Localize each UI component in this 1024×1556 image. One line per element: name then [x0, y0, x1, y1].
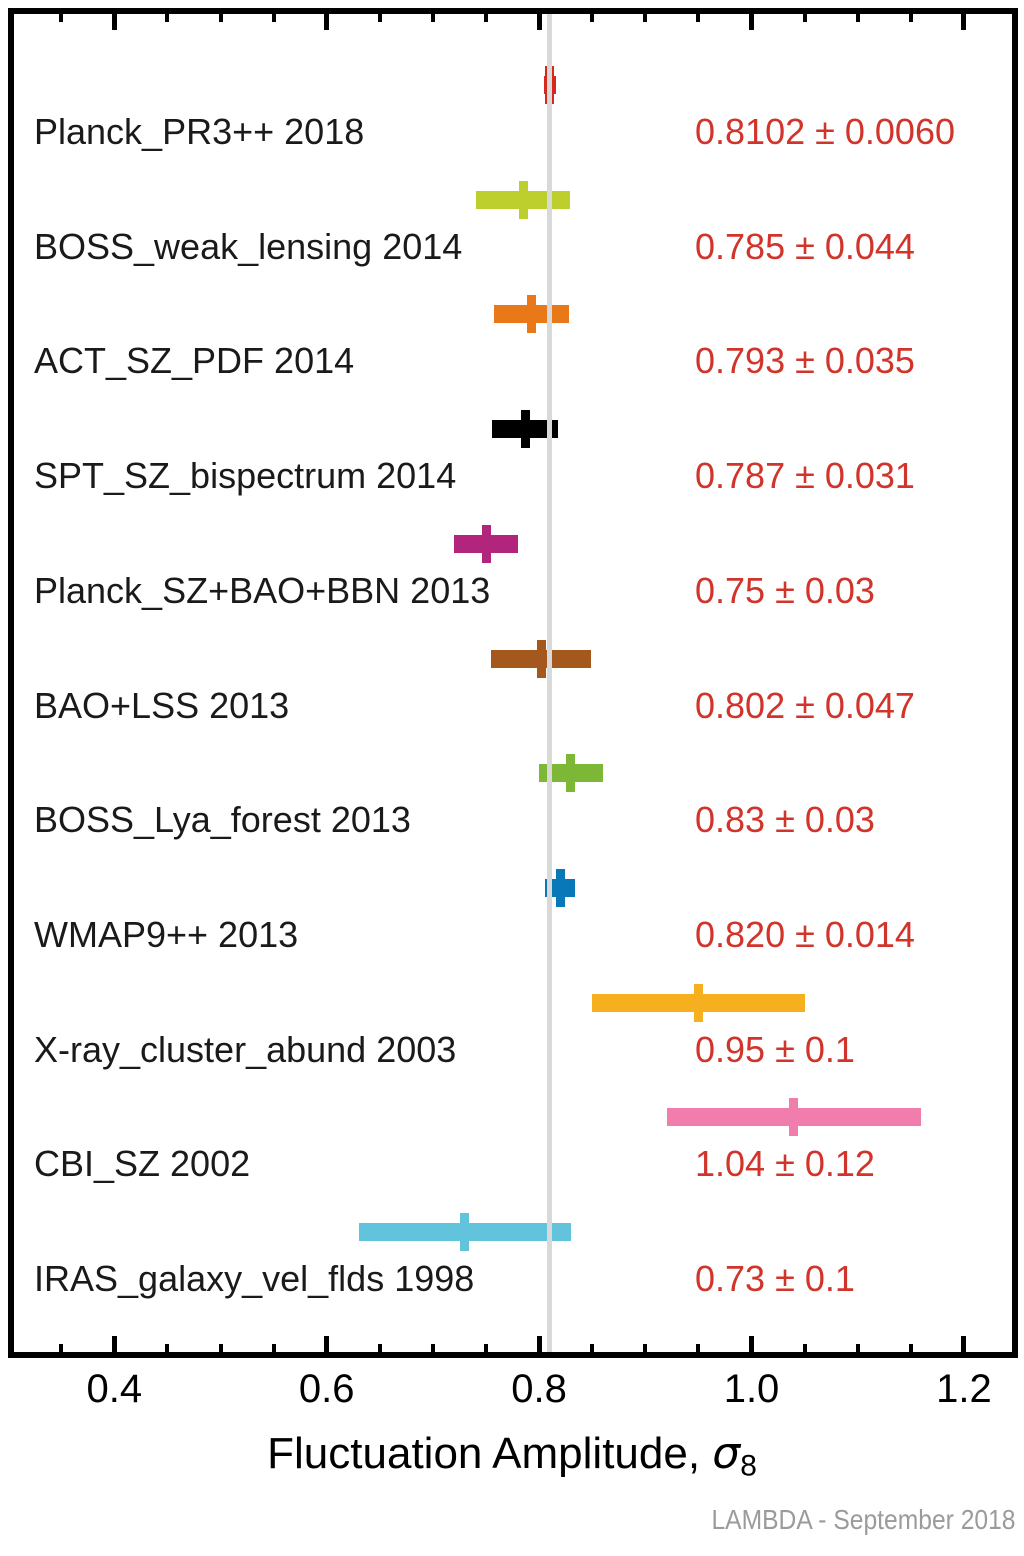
x-axis-tick-minor [271, 1344, 276, 1352]
x-axis-tick-major [749, 14, 754, 30]
measurement-value: 0.8102 ± 0.0060 [695, 111, 955, 152]
measurement-value: 1.04 ± 0.12 [695, 1143, 875, 1185]
measurement-value: 0.820 ± 0.014 [695, 913, 915, 955]
measurement-label: Planck_PR3++ 2018 [34, 111, 365, 152]
x-axis-tick-major [536, 1336, 542, 1352]
x-axis-tick-major [111, 1336, 117, 1352]
x-axis-title-text: Fluctuation Amplitude, [267, 1429, 713, 1478]
measurement-value: 0.75 ± 0.03 [695, 569, 875, 611]
error-bar-center-tick [518, 180, 528, 219]
sigma-subscript: 8 [740, 1449, 757, 1483]
error-bar-center-tick [536, 639, 546, 678]
error-bar-center-tick [460, 1213, 470, 1251]
measurement-label: Planck_SZ+BAO+BBN 2013 [34, 569, 491, 611]
x-axis-tick-minor [218, 14, 223, 22]
measurement-label: BAO+LSS 2013 [34, 684, 290, 726]
x-axis-tick-minor [218, 1344, 223, 1352]
x-axis-tick-minor [696, 1344, 701, 1352]
measurement-label: X-ray_cluster_abund 2003 [34, 1028, 457, 1070]
x-axis-tick-label: 1.0 [723, 1367, 780, 1411]
x-axis-tick-minor [855, 14, 860, 22]
attribution-text: LAMBDA - September 2018 [711, 1504, 1016, 1535]
x-axis-tick-label: 0.6 [298, 1367, 355, 1411]
x-axis-tick-minor [271, 14, 276, 22]
x-axis-tick-label: 1.2 [936, 1367, 992, 1411]
error-bar-center-tick [789, 1098, 799, 1137]
x-axis-tick-minor [377, 14, 382, 22]
x-axis-tick-minor [696, 14, 701, 22]
x-axis-tick-minor [377, 1344, 382, 1352]
measurement-value: 0.83 ± 0.03 [695, 799, 875, 841]
x-axis-tick-minor [165, 1344, 170, 1352]
x-axis-tick-major [324, 14, 330, 30]
x-axis-tick-minor [59, 14, 64, 22]
sigma-symbol: σ [712, 1428, 741, 1479]
x-axis-tick-major [111, 14, 117, 30]
error-bar-center-tick [566, 754, 576, 793]
error-bar-center-tick [481, 524, 491, 563]
x-axis-title: Fluctuation Amplitude, σ8 [0, 1432, 1024, 1481]
measurement-value: 0.73 ± 0.1 [695, 1258, 855, 1299]
measurement-value: 0.785 ± 0.044 [695, 225, 915, 267]
error-bar-center-tick [693, 983, 703, 1022]
error-bar-center-tick [555, 868, 565, 907]
x-axis-tick-major [749, 1336, 754, 1352]
measurement-value: 0.787 ± 0.031 [695, 455, 915, 497]
x-axis-tick-minor [908, 14, 913, 22]
x-axis-tick-minor [59, 1344, 64, 1352]
measurement-label: WMAP9++ 2013 [34, 913, 299, 955]
x-axis-tick-minor [802, 14, 807, 22]
x-axis-tick-minor [802, 1344, 807, 1352]
x-axis-tick-minor [430, 1344, 435, 1352]
measurement-label: CBI_SZ 2002 [34, 1143, 251, 1185]
x-axis-tick-major [324, 1336, 330, 1352]
reference-line [547, 14, 553, 1352]
x-axis-tick-minor [484, 1344, 488, 1352]
x-axis-tick-minor [643, 1344, 648, 1352]
measurement-label: BOSS_Lya_forest 2013 [34, 799, 411, 841]
measurement-value: 0.802 ± 0.047 [695, 684, 915, 726]
x-axis-tick-label: 0.8 [511, 1367, 567, 1411]
x-axis-tick-minor [590, 14, 595, 22]
x-axis-tick-minor [484, 14, 488, 22]
plot-area: Planck_PR3++ 2018 0.8102 ± 0.0060 BOSS_wea… [8, 8, 1018, 1358]
error-bar-center-tick [527, 295, 537, 334]
x-axis-tick-label: 0.4 [86, 1367, 143, 1411]
x-axis-tick-major [536, 14, 542, 30]
x-axis-tick-minor [590, 1344, 595, 1352]
measurement-value: 0.95 ± 0.1 [695, 1028, 855, 1070]
x-axis-tick-minor [643, 14, 648, 22]
measurement-label: IRAS_galaxy_vel_flds 1998 [34, 1258, 475, 1299]
x-axis-tick-minor [908, 1344, 913, 1352]
measurement-label: BOSS_weak_lensing 2014 [34, 225, 463, 267]
measurement-label: ACT_SZ_PDF 2014 [34, 340, 355, 382]
error-bar-center-tick [520, 410, 530, 449]
x-axis-tick-minor [855, 1344, 860, 1352]
measurement-label: SPT_SZ_bispectrum 2014 [34, 455, 457, 497]
x-axis-tick-major [961, 14, 967, 30]
x-axis-tick-minor [430, 14, 435, 22]
x-axis-tick-major [961, 1336, 967, 1352]
x-axis-tick-minor [165, 14, 170, 22]
measurement-value: 0.793 ± 0.035 [695, 340, 915, 382]
